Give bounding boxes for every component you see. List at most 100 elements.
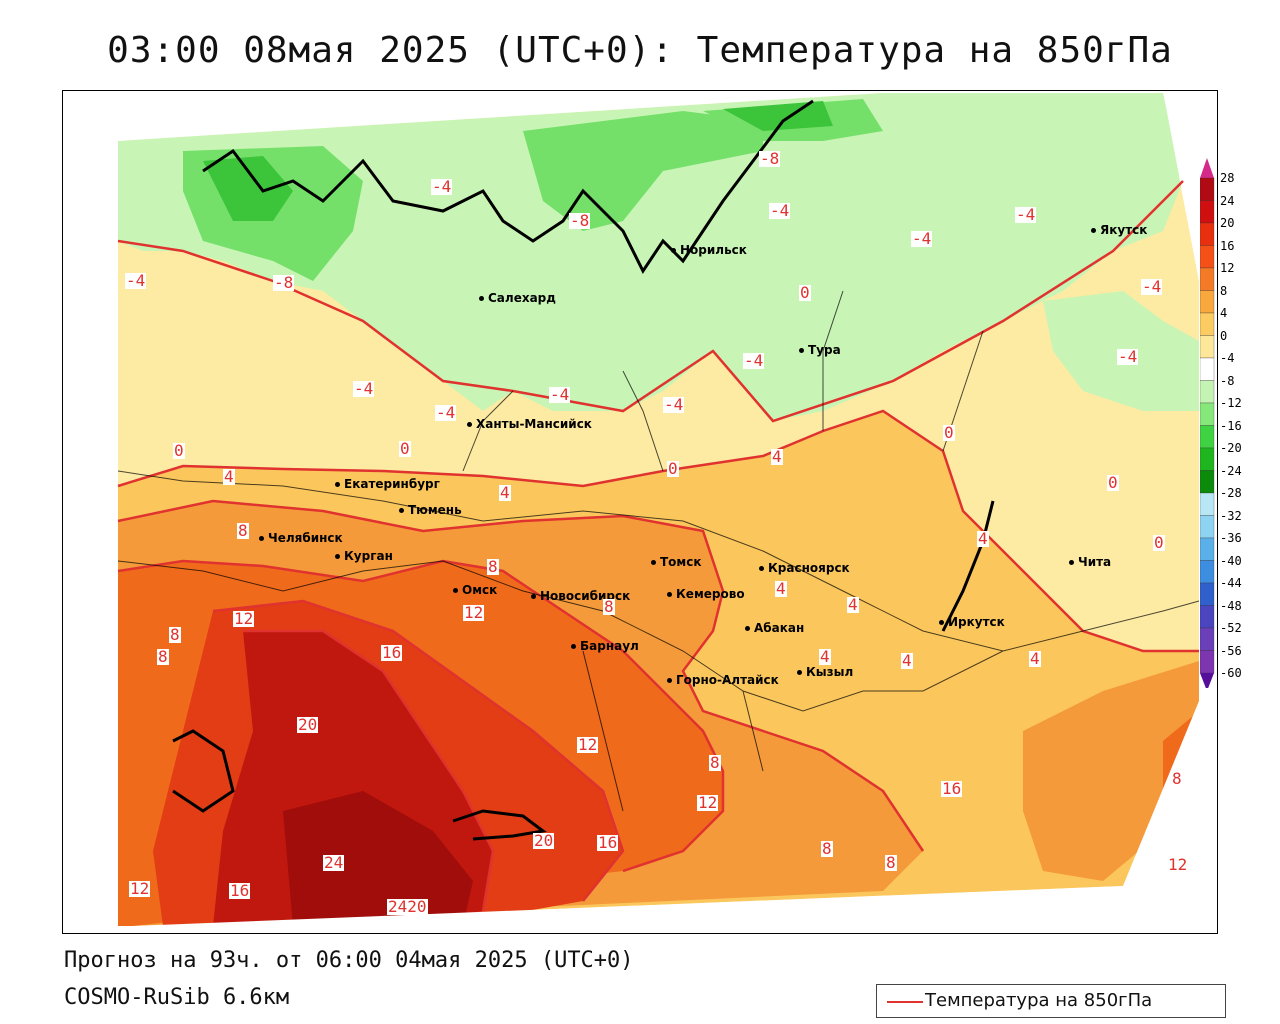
scale-swatch <box>1199 290 1215 314</box>
city-tyumen: Тюмень <box>399 503 462 517</box>
city-name: Красноярск <box>768 561 850 575</box>
scale-tick-label: -32 <box>1220 508 1242 523</box>
contour-label: 20 <box>533 831 555 850</box>
contour-label: 4 <box>977 529 989 548</box>
scale-tick-label: 12 <box>1220 261 1235 275</box>
city-krasnoyarsk: Красноярск <box>759 561 850 575</box>
city-name: Горно-Алтайск <box>676 673 779 687</box>
city-name: Салехард <box>488 291 556 305</box>
contour-label: 0 <box>1107 473 1119 492</box>
city-dot <box>671 248 676 253</box>
city-name: Томск <box>660 555 702 569</box>
scale-swatch <box>1199 177 1215 201</box>
contour-label: -4 <box>663 395 685 414</box>
scale-swatch <box>1199 650 1215 674</box>
city-dot <box>399 508 404 513</box>
scale-swatch <box>1199 470 1215 494</box>
scale-tick-label: 16 <box>1220 238 1235 253</box>
contour-label: -4 <box>549 385 571 404</box>
scale-tick-label: 0 <box>1220 328 1228 343</box>
city-name: Новосибирск <box>540 589 631 603</box>
city-dot <box>1069 560 1074 565</box>
city-name: Екатеринбург <box>344 477 440 491</box>
coastlines <box>172 99 995 841</box>
contour-label: 4 <box>847 595 859 614</box>
city-name: Кемерово <box>676 587 745 601</box>
contour-label: 12 <box>577 735 599 754</box>
contour-label: 12 <box>463 603 485 622</box>
contour-label: 0 <box>943 423 955 442</box>
city-yekaterinburg: Екатеринбург <box>335 477 440 491</box>
scale-tick-label: -28 <box>1220 486 1242 500</box>
contour-label: 0 <box>399 439 411 458</box>
forecast-caption: Прогноз на 93ч. от 06:00 04мая 2025 (UTC… <box>64 948 634 973</box>
city-dot <box>797 670 802 675</box>
scale-swatch <box>1199 200 1215 224</box>
contour-label: 12 <box>129 879 151 898</box>
contour-label: 8 <box>885 853 897 872</box>
city-irkutsk: Иркутск <box>939 615 1005 629</box>
scale-tick-label: -60 <box>1220 666 1242 680</box>
contour-label: 16 <box>597 833 619 852</box>
city-dot <box>479 296 484 301</box>
city-dot <box>335 482 340 487</box>
city-dot <box>759 566 764 571</box>
scale-swatch <box>1199 560 1215 584</box>
city-tura: Тура <box>799 343 841 357</box>
contour-label: -4 <box>1117 347 1139 366</box>
city-kemerovo: Кемерово <box>667 587 745 601</box>
color-scale: 28 24 20 16 12 8 4 0 -4 -8 -12 -16 -20 -24 -28 -32 -36 -4… <box>1199 158 1280 691</box>
band-m12-b <box>723 101 833 131</box>
scale-arrow-up <box>1200 158 1214 178</box>
contour-label: 0 <box>667 459 679 478</box>
scale-tick-label: 24 <box>1220 193 1235 208</box>
scale-swatch <box>1199 627 1215 651</box>
city-kyzyl: Кызыл <box>797 665 853 679</box>
scale-swatch <box>1199 380 1215 404</box>
city-name: Барнаул <box>580 639 639 653</box>
contour-label: 8 <box>821 839 833 858</box>
contour-label: -4 <box>431 177 453 196</box>
contour-label: 4 <box>499 483 511 502</box>
city-name: Курган <box>344 549 393 563</box>
legend-line <box>887 1001 923 1003</box>
scale-tick-label: -56 <box>1220 643 1242 658</box>
contour-label: 4 <box>223 467 235 486</box>
city-name: Абакан <box>754 621 805 635</box>
contour-label: -4 <box>435 403 457 422</box>
contour-label: -4 <box>1141 277 1163 296</box>
city-omsk: Омск <box>453 583 497 597</box>
scale-swatch <box>1199 582 1215 606</box>
scale-swatch <box>1199 537 1215 561</box>
contour-label: 0 <box>1153 533 1165 552</box>
city-dot <box>667 592 672 597</box>
contour-label: 4 <box>771 447 783 466</box>
scale-bar <box>1199 158 1215 691</box>
city-dot <box>651 560 656 565</box>
scale-swatch <box>1199 492 1215 516</box>
contour-label: 8 <box>709 753 721 772</box>
contour-label: 8 <box>1171 769 1183 788</box>
city-dot <box>531 594 536 599</box>
contour-label: 4 <box>819 647 831 666</box>
city-dot <box>667 678 672 683</box>
isoline-12 <box>212 599 625 902</box>
contour-label: -8 <box>759 149 781 168</box>
contour-label: -4 <box>769 201 791 220</box>
city-yakutsk: Якутск <box>1091 223 1147 237</box>
scale-swatch <box>1199 335 1215 359</box>
scale-tick-label: -16 <box>1220 418 1242 433</box>
contour-label: 12 <box>233 609 255 628</box>
contour-label: -8 <box>569 211 591 230</box>
scale-tick-label: -8 <box>1220 373 1235 388</box>
scale-swatch <box>1199 357 1215 381</box>
isoline-8 <box>117 559 725 873</box>
contour-label: 8 <box>603 597 615 616</box>
city-name: Челябинск <box>268 531 343 545</box>
legend: Температура на 850гПа <box>876 984 1226 1018</box>
contour-label: 12 <box>697 793 719 812</box>
legend-label: Температура на 850гПа <box>925 990 1153 1011</box>
contour-label: -8 <box>273 273 295 292</box>
temperature-map[interactable]: Норильск Якутск Салехард Тура Ханты-Манс… <box>62 90 1218 934</box>
scale-swatch <box>1199 245 1215 269</box>
